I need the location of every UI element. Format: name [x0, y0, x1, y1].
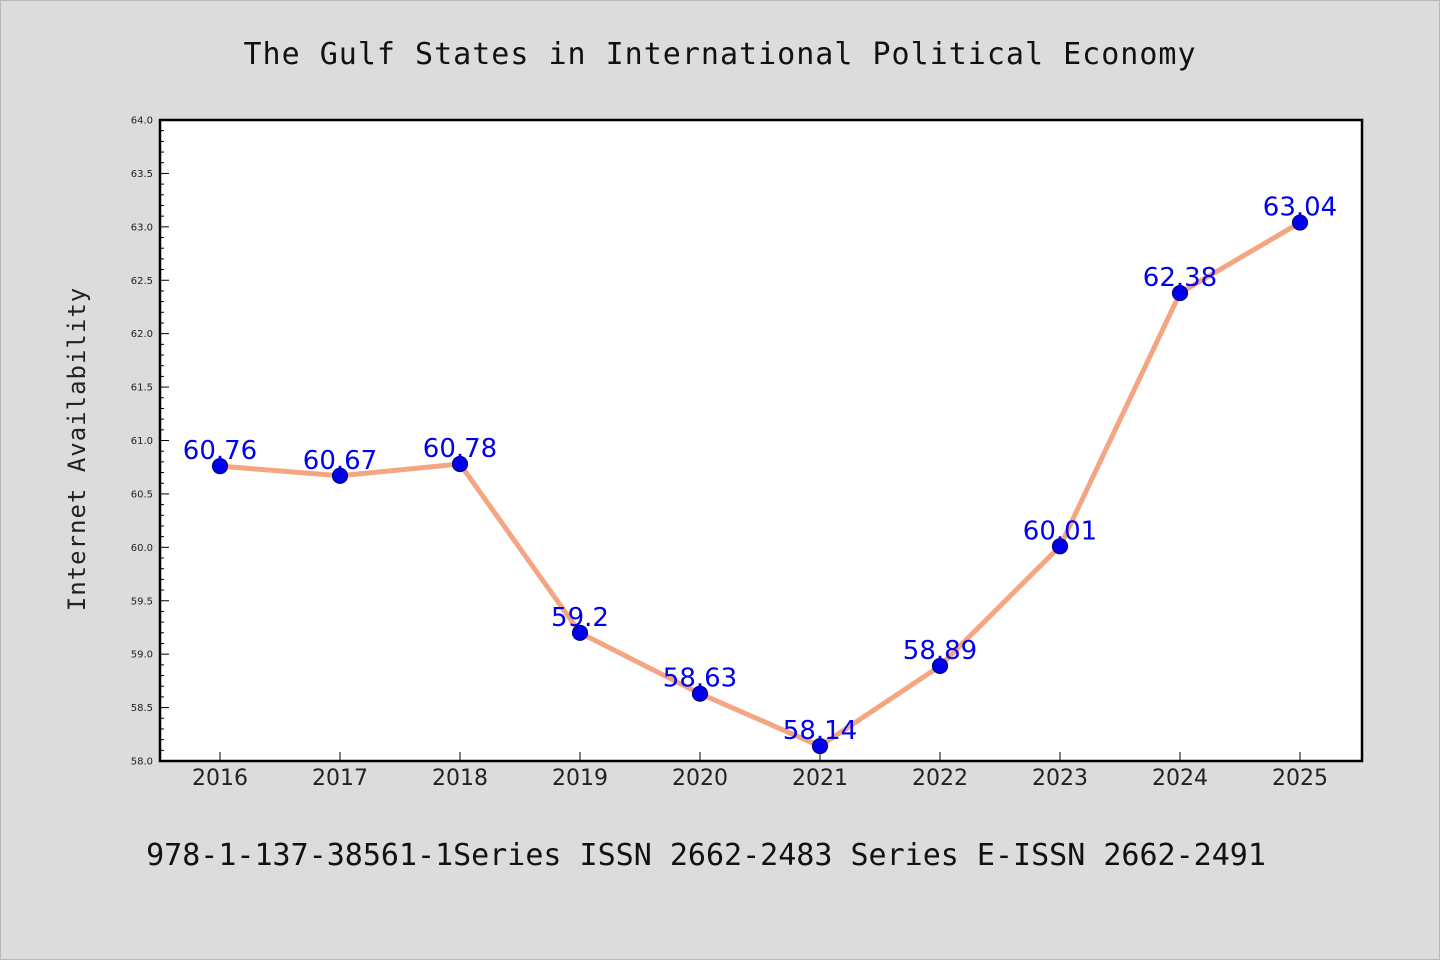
- data-point: [331, 467, 349, 484]
- y-tick-label: 60.5: [131, 489, 153, 500]
- data-point: [451, 455, 469, 473]
- x-tick-label: 2020: [672, 766, 728, 791]
- series-line: [217, 220, 1303, 749]
- data-label: 60.01: [1023, 516, 1097, 546]
- data-point: [691, 685, 709, 702]
- data-point: [1291, 214, 1309, 231]
- y-axis-label: Internet Availability: [63, 287, 91, 611]
- y-tick-label: 63.0: [131, 222, 153, 233]
- x-tick-label: 2016: [192, 766, 248, 791]
- series-line-layer: [217, 220, 1303, 749]
- y-tick-label: 59.5: [131, 596, 153, 607]
- y-tick-label: 61.0: [131, 436, 153, 447]
- markers-layer: [211, 214, 1309, 755]
- data-label: 59.2: [551, 603, 609, 633]
- plot-area: [160, 120, 1362, 761]
- data-point: [571, 624, 589, 641]
- y-tick-label: 64.0: [131, 116, 153, 127]
- chart-title: The Gulf States in International Politic…: [243, 37, 1196, 72]
- x-tick-label: 2025: [1272, 766, 1328, 791]
- plot-frame: [158, 118, 1364, 763]
- y-tick-label: 62.5: [131, 276, 153, 287]
- y-tick-label: 59.0: [131, 650, 153, 661]
- x-tick-label: 2021: [792, 766, 848, 791]
- data-label: 62.38: [1143, 263, 1217, 293]
- y-tick-label: 63.5: [131, 169, 153, 180]
- x-tick-label: 2018: [432, 766, 488, 791]
- data-point: [811, 737, 829, 755]
- data-point: [1171, 284, 1189, 302]
- ticks-layer: 58.0 58.5 59.0 59.5 60.0 60.5 61.0 61.5 62.0 62.5…: [131, 116, 1328, 792]
- data-label: 63.04: [1263, 193, 1337, 223]
- x-tick-label: 2019: [552, 766, 608, 791]
- data-label: 58.89: [903, 636, 977, 666]
- y-tick-label: 58.0: [131, 757, 153, 768]
- y-tick-label: 60.0: [131, 543, 153, 554]
- data-label: 60.67: [303, 446, 377, 476]
- data-label: 58.63: [663, 664, 737, 694]
- data-point: [211, 458, 229, 475]
- data-label: 60.76: [183, 436, 257, 466]
- data-label: 60.78: [423, 434, 497, 464]
- data-point: [931, 657, 949, 675]
- x-tick-label: 2022: [912, 766, 968, 791]
- y-tick-label: 61.5: [131, 383, 153, 394]
- data-point: [1051, 538, 1069, 555]
- data-label: 58.14: [783, 716, 857, 746]
- x-tick-label: 2023: [1032, 766, 1088, 791]
- y-tick-label: 58.5: [131, 703, 153, 714]
- y-tick-label: 62.0: [131, 329, 153, 340]
- x-tick-label: 2017: [312, 766, 368, 791]
- footer-isbn-text: 978-1-137-38561-1Series ISSN 2662-2483 S…: [146, 838, 1266, 873]
- data-labels-layer: 60.76 60.67 60.78 59.2 58.63 58.14 58.89 60.01 6…: [183, 193, 1337, 746]
- x-tick-label: 2024: [1152, 766, 1208, 791]
